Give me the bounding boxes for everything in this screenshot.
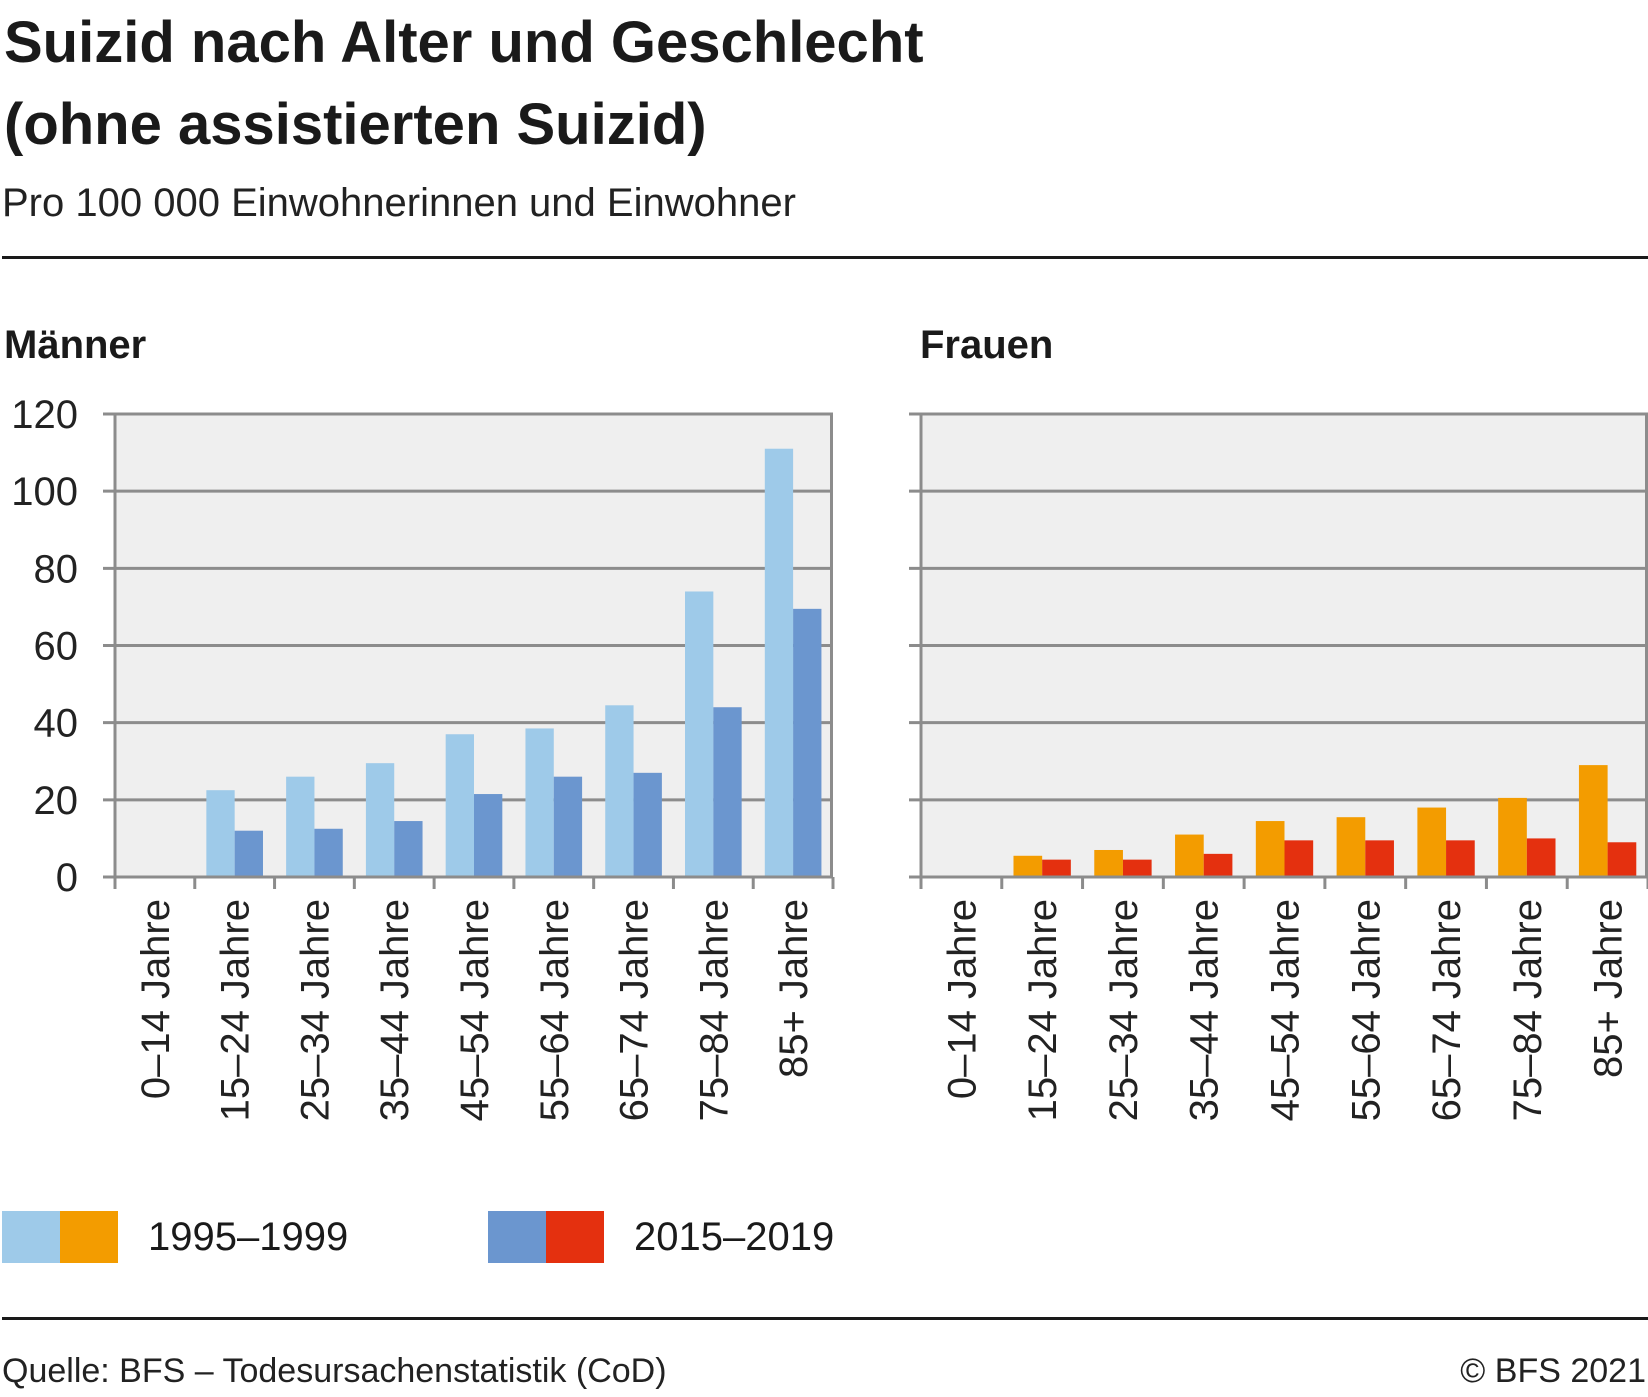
chart-subtitle: Pro 100 000 Einwohnerinnen und Einwohner: [2, 181, 796, 225]
legend-label-1995: 1995–1999: [148, 1215, 349, 1259]
bar-maenner-1995-3: [365, 763, 395, 877]
bar-frauen-1995-3: [1175, 834, 1204, 877]
bar-maenner-1995-5: [525, 728, 554, 877]
x-tick-label-maenner-7: 75–84 Jahre: [692, 899, 736, 1121]
legend-swatch-1995-maenner: [2, 1211, 60, 1263]
bar-frauen-2015-5: [1365, 840, 1394, 877]
y-tick-label-60: 60: [34, 625, 79, 669]
bar-frauen-1995-2: [1094, 849, 1123, 877]
bar-maenner-2015-1: [234, 830, 263, 877]
bar-maenner-1995-6: [605, 705, 634, 877]
panel-title-maenner: Männer: [4, 323, 147, 367]
bar-frauen-1995-4: [1255, 821, 1285, 877]
x-tick-label-frauen-3: 35–44 Jahre: [1183, 899, 1227, 1121]
x-tick-label-frauen-5: 55–64 Jahre: [1344, 899, 1388, 1121]
x-tick-label-frauen-7: 75–84 Jahre: [1506, 899, 1550, 1121]
bar-maenner-2015-7: [713, 707, 742, 877]
bar-frauen-2015-6: [1446, 840, 1475, 877]
y-tick-label-80: 80: [34, 547, 79, 591]
x-tick-label-frauen-8: 85+ Jahre: [1587, 899, 1631, 1078]
bar-frauen-1995-7: [1498, 797, 1527, 877]
x-tick-label-maenner-8: 85+ Jahre: [772, 899, 816, 1078]
bar-maenner-1995-2: [286, 776, 315, 877]
bar-maenner-1995-4: [445, 734, 474, 877]
x-tick-label-maenner-2: 25–34 Jahre: [293, 899, 337, 1121]
x-tick-label-maenner-1: 15–24 Jahre: [214, 899, 258, 1121]
top-divider: [2, 256, 1648, 259]
x-tick-label-frauen-1: 15–24 Jahre: [1021, 899, 1065, 1121]
bar-maenner-2015-5: [553, 776, 583, 877]
y-tick-label-40: 40: [34, 702, 79, 746]
bar-maenner-2015-8: [793, 608, 822, 877]
bar-frauen-2015-3: [1203, 853, 1233, 877]
x-tick-label-maenner-4: 45–54 Jahre: [453, 899, 497, 1121]
chart-title-line-2: (ohne assistierten Suizid): [4, 92, 707, 157]
bar-frauen-2015-1: [1042, 859, 1071, 877]
x-tick-label-frauen-4: 45–54 Jahre: [1264, 899, 1308, 1121]
legend-swatch-2015-maenner: [488, 1211, 546, 1263]
source-note: Quelle: BFS – Todesursachenstatistik (Co…: [2, 1352, 667, 1390]
bottom-divider: [2, 1317, 1648, 1320]
x-tick-label-frauen-6: 65–74 Jahre: [1425, 899, 1469, 1121]
y-tick-label-0: 0: [56, 856, 78, 900]
legend-swatch-1995-frauen: [60, 1211, 118, 1263]
x-tick-label-maenner-0: 0–14 Jahre: [134, 899, 178, 1099]
x-tick-label-frauen-0: 0–14 Jahre: [940, 899, 984, 1099]
panel-title-frauen: Frauen: [920, 323, 1054, 367]
bar-maenner-2015-2: [314, 828, 343, 877]
bar-maenner-2015-6: [633, 772, 662, 877]
bar-maenner-1995-1: [206, 790, 235, 877]
legend-swatch-2015-frauen: [546, 1211, 604, 1263]
bar-frauen-2015-2: [1122, 859, 1152, 877]
x-tick-label-frauen-2: 25–34 Jahre: [1102, 899, 1146, 1121]
bar-frauen-1995-1: [1013, 855, 1043, 877]
y-tick-label-100: 100: [11, 470, 78, 514]
bar-maenner-1995-7: [685, 591, 714, 877]
x-tick-label-maenner-3: 35–44 Jahre: [373, 899, 417, 1121]
chart-title: Suizid nach Alter und Geschlecht (ohne a…: [4, 2, 924, 166]
legend-label-2015: 2015–2019: [634, 1215, 835, 1259]
bar-frauen-1995-6: [1417, 807, 1447, 877]
x-tick-label-maenner-6: 65–74 Jahre: [613, 899, 657, 1121]
bar-frauen-2015-8: [1607, 842, 1637, 877]
y-tick-label-20: 20: [34, 779, 79, 823]
chart-title-line-1: Suizid nach Alter und Geschlecht: [4, 10, 924, 75]
bar-frauen-2015-4: [1284, 840, 1314, 877]
y-tick-label-120: 120: [11, 393, 78, 437]
bar-maenner-2015-4: [474, 794, 503, 877]
bar-frauen-2015-7: [1526, 838, 1556, 877]
bar-maenner-1995-8: [764, 448, 794, 877]
charts-canvas: 0 20 40 60 80 100 120 0–14 Jahre 15–24 Jahre 25–3…: [11, 393, 1648, 1121]
copyright-note: © BFS 2021: [1460, 1352, 1646, 1390]
bar-frauen-1995-5: [1336, 817, 1366, 877]
bar-maenner-2015-3: [394, 821, 423, 877]
x-tick-label-maenner-5: 55–64 Jahre: [533, 899, 577, 1121]
bar-frauen-1995-8: [1578, 765, 1608, 877]
